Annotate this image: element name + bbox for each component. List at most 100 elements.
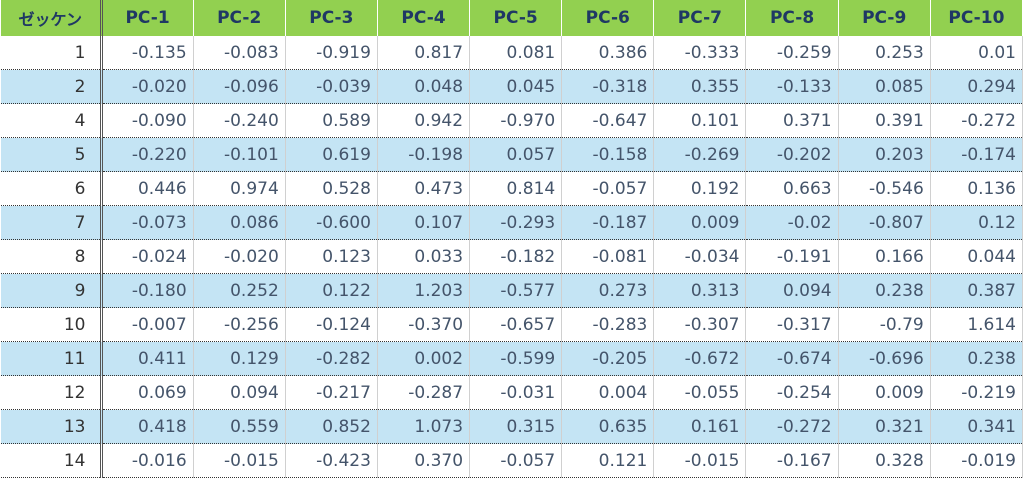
cell: -0.599 xyxy=(469,341,563,376)
cell: -0.672 xyxy=(653,341,747,376)
cell: 0.002 xyxy=(377,341,471,376)
cell: -0.269 xyxy=(653,137,747,172)
cell: -0.015 xyxy=(653,443,747,478)
table-body: 1 -0.135 -0.083 -0.919 0.817 0.081 0.386 -0.333… xyxy=(1,36,1024,478)
cell: 0.528 xyxy=(285,171,378,206)
table-row: 12 0.069 0.094 -0.217 -0.287 -0.031 0.004 -0.05… xyxy=(1,375,1024,410)
cell: -0.970 xyxy=(469,103,563,138)
cell: -0.024 xyxy=(101,239,194,274)
cell: 0.635 xyxy=(561,409,655,444)
header-row: ゼッケン PC-1 PC-2 PC-3 PC-4 PC-5 PC-6 PC-7 PC-8 PC-9… xyxy=(1,0,1024,36)
cell: 0.12 xyxy=(930,205,1024,240)
cell: -0.919 xyxy=(285,36,378,70)
cell: -0.057 xyxy=(561,171,655,206)
cell: 0.371 xyxy=(745,103,839,138)
cell: 0.355 xyxy=(653,69,747,104)
row-key: 6 xyxy=(1,171,103,206)
cell: -0.287 xyxy=(377,375,471,410)
cell: -0.191 xyxy=(745,239,839,274)
cell: -0.240 xyxy=(193,103,286,138)
cell: -0.272 xyxy=(930,103,1024,138)
cell: 0.101 xyxy=(653,103,747,138)
table-row: 2 -0.020 -0.096 -0.039 0.048 0.045 -0.318 0.355… xyxy=(1,69,1024,104)
cell: -0.198 xyxy=(377,137,471,172)
cell: 0.094 xyxy=(193,375,286,410)
cell: 0.123 xyxy=(285,239,378,274)
cell: -0.318 xyxy=(561,69,655,104)
header-cell: PC-8 xyxy=(745,0,839,36)
cell: 0.418 xyxy=(101,409,194,444)
cell: -0.577 xyxy=(469,273,563,308)
row-key: 12 xyxy=(1,375,103,410)
cell: 0.391 xyxy=(838,103,931,138)
cell: 0.238 xyxy=(838,273,931,308)
table-row: 14 -0.016 -0.015 -0.423 0.370 -0.057 0.121 -0.0… xyxy=(1,443,1024,478)
cell: 0.238 xyxy=(930,341,1024,376)
cell: 0.294 xyxy=(930,69,1024,104)
row-key: 2 xyxy=(1,69,103,104)
cell: -0.317 xyxy=(745,307,839,342)
cell: 0.081 xyxy=(469,36,563,70)
table-row: 1 -0.135 -0.083 -0.919 0.817 0.081 0.386 -0.333… xyxy=(1,36,1024,70)
cell: -0.135 xyxy=(101,36,194,70)
cell: 0.446 xyxy=(101,171,194,206)
cell: 0.121 xyxy=(561,443,655,478)
cell: -0.031 xyxy=(469,375,563,410)
cell: 0.161 xyxy=(653,409,747,444)
cell: 0.814 xyxy=(469,171,563,206)
cell: -0.220 xyxy=(101,137,194,172)
table-row: 9 -0.180 0.252 0.122 1.203 -0.577 0.273 0.313 0.… xyxy=(1,273,1024,308)
cell: -0.055 xyxy=(653,375,747,410)
cell: -0.158 xyxy=(561,137,655,172)
cell: -0.293 xyxy=(469,205,563,240)
header-cell: PC-9 xyxy=(838,0,931,36)
cell: -0.657 xyxy=(469,307,563,342)
cell: -0.283 xyxy=(561,307,655,342)
row-key: 4 xyxy=(1,103,103,138)
cell: 0.094 xyxy=(745,273,839,308)
header-cell: PC-7 xyxy=(653,0,747,36)
cell: -0.282 xyxy=(285,341,378,376)
cell: -0.696 xyxy=(838,341,931,376)
cell: -0.02 xyxy=(745,205,839,240)
cell: -0.180 xyxy=(101,273,194,308)
cell: 0.033 xyxy=(377,239,471,274)
cell: 0.663 xyxy=(745,171,839,206)
table-row: 11 0.411 0.129 -0.282 0.002 -0.599 -0.205 -0.67… xyxy=(1,341,1024,376)
header-cell: PC-4 xyxy=(377,0,471,36)
cell: 0.942 xyxy=(377,103,471,138)
cell: -0.019 xyxy=(930,443,1024,478)
cell: 0.315 xyxy=(469,409,563,444)
cell: 0.057 xyxy=(469,137,563,172)
cell: 0.203 xyxy=(838,137,931,172)
cell: -0.174 xyxy=(930,137,1024,172)
cell: -0.79 xyxy=(838,307,931,342)
header-cell: ゼッケン xyxy=(1,0,103,36)
cell: 0.341 xyxy=(930,409,1024,444)
cell: 0.192 xyxy=(653,171,747,206)
table-row: 4 -0.090 -0.240 0.589 0.942 -0.970 -0.647 0.101… xyxy=(1,103,1024,138)
cell: 0.166 xyxy=(838,239,931,274)
header-cell: PC-3 xyxy=(285,0,378,36)
table-row: 5 -0.220 -0.101 0.619 -0.198 0.057 -0.158 -0.26… xyxy=(1,137,1024,172)
cell: -0.101 xyxy=(193,137,286,172)
row-key: 9 xyxy=(1,273,103,308)
cell: -0.090 xyxy=(101,103,194,138)
cell: -0.205 xyxy=(561,341,655,376)
cell: 0.321 xyxy=(838,409,931,444)
cell: -0.034 xyxy=(653,239,747,274)
cell: 0.048 xyxy=(377,69,471,104)
cell: 0.313 xyxy=(653,273,747,308)
header-cell: PC-5 xyxy=(469,0,563,36)
cell: 0.386 xyxy=(561,36,655,70)
row-key: 11 xyxy=(1,341,103,376)
cell: 0.009 xyxy=(653,205,747,240)
cell: -0.073 xyxy=(101,205,194,240)
cell: -0.057 xyxy=(469,443,563,478)
cell: 0.817 xyxy=(377,36,471,70)
cell: -0.370 xyxy=(377,307,471,342)
cell: -0.020 xyxy=(193,239,286,274)
cell: -0.187 xyxy=(561,205,655,240)
cell: 0.01 xyxy=(930,36,1024,70)
